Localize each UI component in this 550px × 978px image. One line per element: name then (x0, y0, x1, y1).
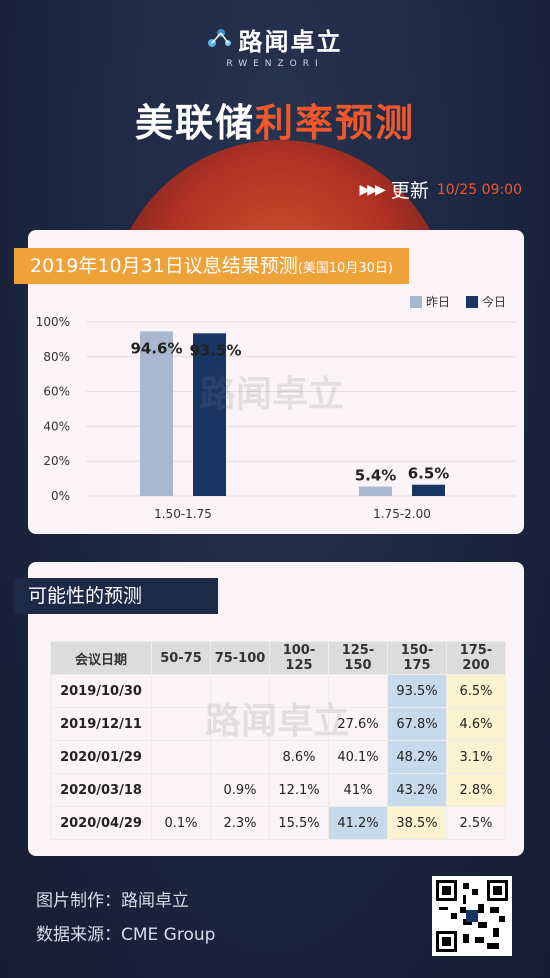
header-150-175: 150-175 (387, 641, 447, 675)
table-cell: 3.1% (446, 740, 506, 774)
data-label: 5.4% (355, 467, 397, 485)
table-cell: 0.1% (151, 806, 211, 840)
brand-subtitle: RWENZORI (226, 59, 324, 69)
probability-table: 会议日期 50-75 75-100 100-125 125-150 150-17… (50, 641, 506, 840)
legend-label-today: 今日 (482, 295, 507, 309)
update-label: 更新 (390, 180, 429, 202)
bar (412, 484, 445, 496)
table-cell: 41% (328, 773, 388, 807)
legend-swatch-yesterday (410, 296, 422, 308)
header-75-100: 75-100 (210, 641, 270, 675)
title-part-2: 利率预测 (255, 101, 416, 145)
table-cell: 8.6% (269, 740, 329, 774)
table-cell (151, 740, 211, 774)
header-50-75: 50-75 (151, 641, 211, 675)
header-100-125: 100-125 (269, 641, 329, 675)
bar (193, 333, 226, 496)
triple-arrow-icon: ▶▶▶ (359, 181, 386, 198)
cell-date: 2020/01/29 (50, 740, 152, 774)
table-cell (151, 773, 211, 807)
legend-swatch-today (466, 296, 479, 308)
title-part-1: 美联储 (134, 101, 255, 145)
legend-item-today: 今日 (466, 293, 506, 310)
bar (140, 331, 173, 496)
data-label: 6.5% (408, 465, 450, 483)
table-cell (151, 707, 211, 741)
table-cell: 40.1% (328, 740, 388, 774)
molecule-icon (207, 27, 233, 53)
table-cell (151, 674, 211, 708)
footer-source: 数据来源：CME Group (36, 925, 216, 945)
chart-legend: 昨日 今日 (410, 293, 506, 310)
table-cell: 38.5% (387, 806, 447, 840)
bar (359, 486, 392, 496)
table-cell: 93.5% (387, 674, 447, 708)
data-label: 94.6% (130, 339, 182, 357)
table-cell: 43.2% (387, 773, 447, 807)
table-cell: 15.5% (269, 806, 329, 840)
update-time: 10/25 09:00 (436, 181, 522, 198)
brand-logo: 路闻卓立 RWENZORI (0, 22, 550, 69)
cell-date: 2019/10/30 (50, 674, 152, 708)
brand-name: 路闻卓立 (238, 28, 343, 56)
qr-code-icon (432, 876, 512, 956)
y-tick-label: 80% (43, 350, 70, 364)
cell-date: 2020/04/29 (50, 806, 152, 840)
table-cell: 27.6% (328, 707, 388, 741)
table-cell (210, 707, 270, 741)
table-row: 2020/03/18 0.9% 12.1% 41% 43.2% 2.8% (50, 773, 506, 807)
table-cell: 12.1% (269, 773, 329, 807)
table-header-row: 会议日期 50-75 75-100 100-125 125-150 150-17… (50, 641, 506, 675)
page-title: 美联储利率预测 (0, 92, 550, 147)
y-tick-label: 20% (43, 454, 70, 468)
footer-made-by: 图片制作：路闻卓立 (36, 891, 189, 911)
header-125-150: 125-150 (328, 641, 388, 675)
table-cell: 4.6% (446, 707, 506, 741)
table-row: 2020/01/29 8.6% 40.1% 48.2% 3.1% (50, 740, 506, 774)
header-date: 会议日期 (50, 641, 152, 675)
data-label: 93.5% (189, 341, 241, 359)
chart-title-note: (美国10月30日) (297, 261, 393, 276)
legend-label-yesterday: 昨日 (426, 295, 451, 309)
table-cell: 67.8% (387, 707, 447, 741)
y-tick-label: 100% (36, 315, 70, 329)
table-cell (210, 740, 270, 774)
x-tick-label: 1.50-1.75 (154, 507, 212, 521)
table-cell: 2.3% (210, 806, 270, 840)
table-row: 2019/12/11 27.6% 67.8% 4.6% (50, 707, 506, 741)
table-row: 2020/04/29 0.1% 2.3% 15.5% 41.2% 38.5% 2… (50, 806, 506, 840)
watermark-1: 路闻卓立 (200, 374, 345, 415)
y-tick-label: 60% (43, 385, 70, 399)
table-cell: 6.5% (446, 674, 506, 708)
update-info: ▶▶▶ 更新 10/25 09:00 (360, 176, 522, 203)
cell-date: 2019/12/11 (50, 707, 152, 741)
y-tick-label: 40% (43, 419, 70, 433)
chart-title-text: 2019年10月31日议息结果预测 (30, 255, 298, 277)
legend-item-yesterday: 昨日 (410, 293, 450, 310)
table-cell: 2.8% (446, 773, 506, 807)
table-title: 可能性的预测 (14, 578, 218, 614)
table-cell: 48.2% (387, 740, 447, 774)
header-175-200: 175-200 (446, 641, 506, 675)
table-cell: 0.9% (210, 773, 270, 807)
x-tick-label: 1.75-2.00 (373, 507, 431, 521)
y-tick-label: 0% (51, 489, 70, 503)
qr-pattern (436, 880, 508, 952)
table-cell: 2.5% (446, 806, 506, 840)
table-cell: 41.2% (328, 806, 388, 840)
watermark-2: 路闻卓立 (205, 701, 350, 742)
cell-date: 2020/03/18 (50, 773, 152, 807)
chart-title: 2019年10月31日议息结果预测(美国10月30日) (14, 248, 409, 284)
bar-chart: 0% 20% 40% 60% 80% 100% 94.6% 93.5% 1.50-1.75 5.4… (36, 315, 516, 521)
